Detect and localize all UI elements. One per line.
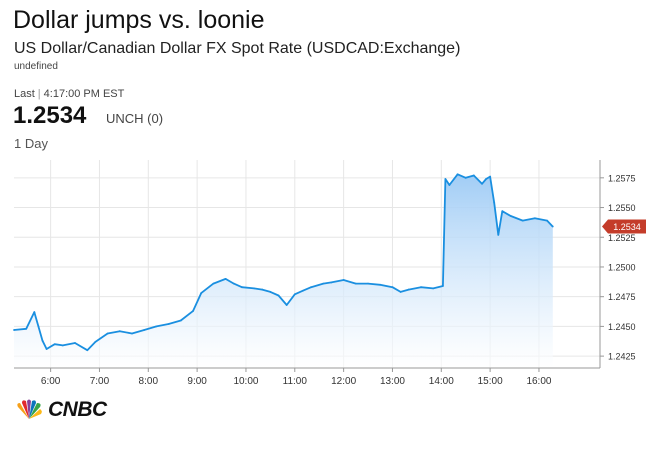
- data-point: [179, 319, 182, 322]
- data-point: [442, 285, 444, 287]
- data-point: [432, 287, 435, 290]
- data-point: [472, 174, 475, 177]
- data-point: [399, 291, 402, 293]
- x-tick-label: 13:00: [380, 376, 405, 387]
- price-chart: 1.2575 1.2550 1.2525 1.2500 1.2475 1.2450 1.24…: [13, 160, 646, 387]
- data-point: [37, 325, 40, 328]
- data-point: [45, 348, 48, 350]
- price-area: [13, 173, 554, 368]
- x-tick-label: 11:00: [283, 376, 308, 387]
- period-label: 1 Day: [14, 136, 48, 151]
- data-point: [444, 178, 447, 180]
- data-point: [521, 219, 524, 222]
- data-point: [420, 286, 422, 289]
- data-point: [501, 210, 504, 213]
- data-point: [74, 342, 76, 344]
- x-tick-label: 10:00: [233, 376, 258, 387]
- data-point: [293, 293, 296, 296]
- data-point: [253, 287, 255, 290]
- data-point: [86, 349, 89, 352]
- data-point: [131, 332, 133, 335]
- data-point: [261, 288, 264, 291]
- data-point: [33, 311, 36, 314]
- instrument-subtitle: US Dollar/Canadian Dollar FX Spot Rate (…: [14, 40, 461, 57]
- data-point: [481, 182, 483, 185]
- separator: |: [37, 88, 41, 100]
- data-point: [489, 175, 492, 178]
- data-point: [94, 340, 97, 343]
- x-tick-label: 6:00: [41, 376, 61, 387]
- data-point: [61, 344, 64, 347]
- last-label: Last: [14, 88, 35, 100]
- last-time: 4:17:00 PM EST: [43, 88, 125, 100]
- x-tick-label: 9:00: [187, 376, 207, 387]
- axes: 1.2575 1.2550 1.2525 1.2500 1.2475 1.2450 1.24…: [14, 160, 636, 387]
- data-point: [118, 330, 121, 333]
- data-point: [497, 233, 500, 236]
- data-point: [143, 329, 146, 331]
- data-point: [192, 310, 194, 312]
- data-point: [41, 339, 44, 342]
- data-point: [533, 217, 536, 220]
- data-point: [240, 286, 243, 289]
- badge-label: 1.2534: [613, 222, 641, 232]
- x-tick-label: 7:00: [90, 376, 110, 387]
- price-change: UNCH (0): [106, 111, 164, 126]
- data-point: [285, 304, 288, 306]
- data-point: [367, 282, 369, 285]
- price-line: [13, 173, 554, 352]
- data-point: [13, 329, 15, 331]
- x-tick-label: 16:00: [526, 376, 551, 387]
- x-tick-label: 15:00: [478, 376, 503, 387]
- y-tick-label: 1.2575: [608, 173, 636, 183]
- cnbc-logo: CNBC: [14, 398, 107, 422]
- data-point: [342, 279, 345, 281]
- last-price: 1.2534: [13, 102, 87, 129]
- data-point: [224, 277, 227, 280]
- area-fill: [14, 174, 553, 368]
- x-tick-label: 8:00: [139, 376, 159, 387]
- y-tick-label: 1.2500: [608, 262, 636, 272]
- data-point: [106, 332, 109, 335]
- data-point: [407, 288, 410, 291]
- cnbc-logo-text: CNBC: [48, 398, 107, 421]
- badge-shape: [602, 219, 646, 234]
- y-tick-label: 1.2425: [608, 352, 636, 362]
- data-point: [551, 225, 554, 228]
- data-point: [155, 325, 158, 328]
- last-price-badge: 1.2534: [602, 219, 646, 234]
- y-tick-label: 1.2475: [608, 292, 636, 302]
- data-point: [322, 282, 325, 285]
- data-point: [509, 214, 512, 217]
- data-point: [493, 201, 496, 204]
- y-tick-label: 1.2550: [608, 203, 636, 213]
- data-point: [200, 292, 203, 295]
- data-point: [232, 282, 235, 285]
- y-tick-label: 1.2525: [608, 233, 636, 243]
- page-title: Dollar jumps vs. loonie: [13, 6, 265, 34]
- data-point: [391, 286, 394, 289]
- last-update-row: Last | 4:17:00 PM EST: [14, 88, 124, 100]
- y-tick-label: 1.2450: [608, 322, 636, 332]
- data-point: [448, 184, 451, 186]
- data-point: [302, 289, 304, 292]
- data-point: [546, 219, 548, 222]
- data-point: [212, 282, 215, 285]
- data-point: [464, 176, 467, 179]
- data-point: [167, 323, 170, 325]
- x-tick-label: 12:00: [331, 376, 356, 387]
- data-point: [269, 291, 272, 293]
- data-point: [25, 327, 28, 330]
- data-point: [485, 178, 487, 180]
- data-point: [379, 283, 382, 286]
- peacock-icon: [17, 399, 42, 419]
- data-point: [456, 173, 459, 176]
- data-point: [277, 294, 280, 297]
- data-point: [53, 343, 56, 346]
- data-point: [310, 286, 312, 289]
- data-point: [330, 281, 333, 284]
- x-tick-label: 14:00: [429, 376, 454, 387]
- data-point: [354, 282, 357, 285]
- meta-text: undefined: [14, 61, 58, 72]
